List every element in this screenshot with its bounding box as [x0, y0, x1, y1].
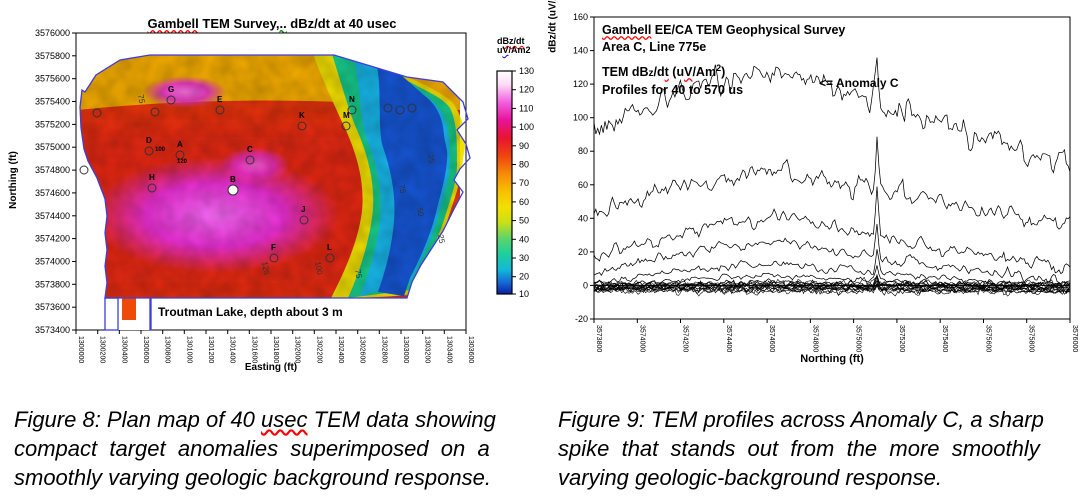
svg-text:3574400: 3574400 — [725, 325, 732, 352]
svg-text:J: J — [301, 205, 305, 214]
svg-text:1300800: 1300800 — [164, 336, 171, 363]
svg-text:50: 50 — [519, 216, 529, 226]
svg-text:10: 10 — [519, 289, 529, 299]
svg-text:1302800: 1302800 — [380, 336, 387, 363]
svg-text:3575800: 3575800 — [1028, 325, 1035, 352]
svg-text:160: 160 — [573, 12, 588, 22]
svg-text:120: 120 — [519, 85, 534, 95]
svg-text:1301200: 1301200 — [207, 336, 214, 363]
svg-text:60: 60 — [519, 197, 529, 207]
svg-text:1301600: 1301600 — [250, 336, 257, 363]
svg-text:K: K — [299, 111, 305, 120]
svg-text:E: E — [217, 95, 223, 104]
svg-text:F: F — [271, 243, 276, 252]
svg-text:1300200: 1300200 — [99, 336, 106, 363]
svg-text:1303200: 1303200 — [424, 336, 431, 363]
svg-text:C: C — [247, 145, 253, 154]
svg-text:3575200: 3575200 — [898, 325, 905, 352]
svg-text:130: 130 — [519, 66, 534, 76]
svg-text:M: M — [343, 111, 350, 120]
svg-text:1300400: 1300400 — [120, 336, 127, 363]
svg-text:40: 40 — [578, 213, 588, 223]
svg-text:1301000: 1301000 — [185, 336, 192, 363]
svg-text:1302200: 1302200 — [315, 336, 322, 363]
svg-text:3574000: 3574000 — [638, 325, 645, 352]
svg-text:30: 30 — [519, 253, 529, 263]
svg-text:1303400: 1303400 — [445, 336, 452, 363]
svg-text:3575400: 3575400 — [941, 325, 948, 352]
svg-text:B: B — [230, 175, 236, 184]
svg-text:3574600: 3574600 — [768, 325, 775, 352]
svg-text:H: H — [149, 173, 155, 182]
svg-text:0: 0 — [583, 280, 588, 290]
svg-text:20: 20 — [578, 247, 588, 257]
svg-text:G: G — [168, 85, 174, 94]
svg-text:L: L — [327, 243, 332, 252]
svg-text:1302400: 1302400 — [337, 336, 344, 363]
svg-text:3574800: 3574800 — [811, 325, 818, 352]
svg-text:120: 120 — [573, 79, 588, 89]
svg-text:3575600: 3575600 — [985, 325, 992, 352]
svg-text:80: 80 — [578, 146, 588, 156]
svg-text:120: 120 — [177, 159, 188, 165]
svg-text:1303000: 1303000 — [402, 336, 409, 363]
svg-text:80: 80 — [519, 160, 529, 170]
svg-text:100: 100 — [155, 147, 166, 153]
svg-text:3575000: 3575000 — [855, 325, 862, 352]
svg-text:-20: -20 — [575, 314, 588, 324]
svg-text:D: D — [146, 136, 152, 145]
svg-text:100: 100 — [573, 113, 588, 123]
svg-text:1303600: 1303600 — [467, 336, 474, 363]
svg-text:1300000: 1300000 — [77, 336, 84, 363]
svg-text:1301400: 1301400 — [229, 336, 236, 363]
svg-text:70: 70 — [519, 178, 529, 188]
svg-text:1301800: 1301800 — [272, 336, 279, 363]
svg-text:1302600: 1302600 — [359, 336, 366, 363]
svg-text:100: 100 — [519, 122, 534, 132]
svg-text:20: 20 — [519, 272, 529, 282]
svg-text:40: 40 — [519, 234, 529, 244]
svg-text:A: A — [177, 140, 183, 149]
svg-text:3574200: 3574200 — [682, 325, 689, 352]
svg-text:1302000: 1302000 — [294, 336, 301, 363]
svg-text:90: 90 — [519, 141, 529, 151]
svg-text:60: 60 — [578, 180, 588, 190]
svg-text:3576000: 3576000 — [1071, 325, 1078, 352]
svg-text:140: 140 — [573, 46, 588, 56]
svg-text:N: N — [349, 95, 355, 104]
svg-text:110: 110 — [519, 103, 533, 113]
svg-text:1300600: 1300600 — [142, 336, 149, 363]
svg-text:3573800: 3573800 — [595, 325, 602, 352]
